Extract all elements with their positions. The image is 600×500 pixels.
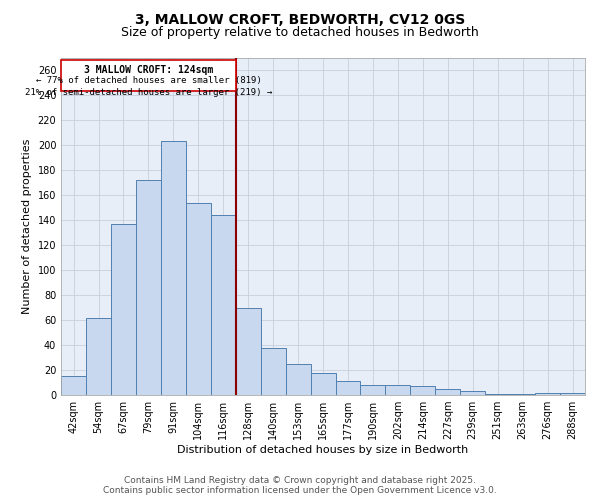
Bar bbox=[410, 386, 436, 395]
Text: Contains HM Land Registry data © Crown copyright and database right 2025.
Contai: Contains HM Land Registry data © Crown c… bbox=[103, 476, 497, 495]
Text: ← 77% of detached houses are smaller (819): ← 77% of detached houses are smaller (81… bbox=[35, 76, 262, 86]
Bar bbox=[111, 224, 136, 395]
Bar bbox=[361, 385, 385, 395]
Bar bbox=[136, 180, 161, 395]
Y-axis label: Number of detached properties: Number of detached properties bbox=[22, 138, 32, 314]
Bar bbox=[186, 202, 211, 395]
Bar bbox=[286, 364, 311, 395]
Bar bbox=[335, 382, 361, 395]
Text: 3, MALLOW CROFT, BEDWORTH, CV12 0GS: 3, MALLOW CROFT, BEDWORTH, CV12 0GS bbox=[135, 12, 465, 26]
Bar bbox=[510, 394, 535, 395]
Bar bbox=[61, 376, 86, 395]
Bar bbox=[436, 389, 460, 395]
Bar bbox=[311, 372, 335, 395]
Bar bbox=[61, 60, 236, 92]
Bar bbox=[535, 392, 560, 395]
Bar bbox=[485, 394, 510, 395]
Bar bbox=[385, 385, 410, 395]
Text: 3 MALLOW CROFT: 124sqm: 3 MALLOW CROFT: 124sqm bbox=[84, 65, 213, 75]
Bar bbox=[560, 392, 585, 395]
Text: 21% of semi-detached houses are larger (219) →: 21% of semi-detached houses are larger (… bbox=[25, 88, 272, 96]
Bar bbox=[86, 318, 111, 395]
Bar bbox=[260, 348, 286, 395]
Bar bbox=[236, 308, 260, 395]
Bar bbox=[460, 392, 485, 395]
Text: Size of property relative to detached houses in Bedworth: Size of property relative to detached ho… bbox=[121, 26, 479, 39]
X-axis label: Distribution of detached houses by size in Bedworth: Distribution of detached houses by size … bbox=[178, 445, 469, 455]
Bar bbox=[161, 142, 186, 395]
Bar bbox=[211, 215, 236, 395]
